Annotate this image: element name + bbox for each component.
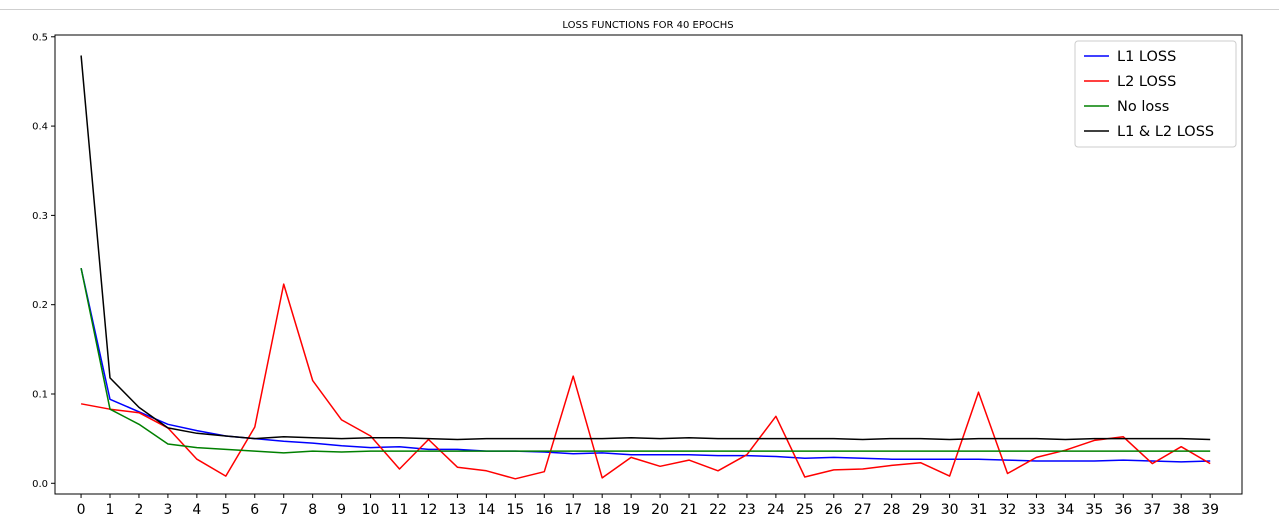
x-tick-label: 23	[738, 502, 756, 518]
x-tick-label: 18	[593, 502, 611, 518]
x-tick-label: 25	[796, 502, 814, 518]
x-tick-label: 38	[1172, 502, 1190, 518]
x-tick-label: 10	[362, 502, 380, 518]
series-line-no-loss	[80, 267, 1211, 454]
y-tick-label: 0.1	[32, 389, 48, 400]
x-tick-label: 21	[680, 502, 698, 518]
x-tick-label: 2	[134, 502, 143, 518]
x-tick-label: 1	[106, 502, 115, 518]
x-tick-label: 4	[192, 502, 201, 518]
x-tick-label: 16	[535, 502, 553, 518]
x-tick-label: 14	[477, 502, 495, 518]
y-tick-label: 0.5	[32, 32, 48, 43]
x-tick-label: 30	[941, 502, 959, 518]
x-tick-label: 11	[391, 502, 409, 518]
x-tick-label: 22	[709, 502, 727, 518]
x-tick-label: 0	[77, 502, 86, 518]
x-tick-label: 3	[163, 502, 172, 518]
x-tick-label: 20	[651, 502, 669, 518]
series-lines	[80, 55, 1211, 480]
x-tick-label: 34	[1056, 502, 1074, 518]
x-tick-label: 15	[506, 502, 524, 518]
series-line-l1-loss	[80, 267, 1211, 463]
top-border	[0, 0, 1279, 10]
chart-title: LOSS FUNCTIONS FOR 40 EPOCHS	[562, 20, 733, 31]
x-tick-label: 28	[883, 502, 901, 518]
x-tick-label: 35	[1085, 502, 1103, 518]
y-axis: 0.0 0.1 0.2 0.3 0.4 0.5	[32, 32, 55, 490]
x-tick-label: 8	[308, 502, 317, 518]
x-tick-label: 26	[825, 502, 843, 518]
legend-box	[1074, 40, 1237, 148]
y-tick-label: 0.4	[32, 122, 48, 133]
x-tick-label: 39	[1201, 502, 1219, 518]
x-tick-label: 36	[1114, 502, 1132, 518]
x-axis: 0 1 2 3 4 5 6 7 8 9 10 11 12 13 14 15 16 17 18 19 20 21 22 23 24…	[77, 494, 1219, 518]
x-tick-label: 27	[854, 502, 872, 518]
series-line-l2-loss	[80, 283, 1211, 480]
x-tick-label: 24	[767, 502, 785, 518]
x-tick-label: 19	[622, 502, 640, 518]
x-tick-label: 32	[999, 502, 1017, 518]
x-tick-label: 7	[279, 502, 288, 518]
legend-label: No loss	[1117, 99, 1169, 115]
y-tick-label: 0.0	[32, 479, 48, 490]
legend: L1 LOSS L2 LOSS No loss L1 & L2 LOSS	[1074, 40, 1237, 148]
x-tick-label: 5	[221, 502, 230, 518]
series-line-l1-l2-loss	[80, 55, 1211, 441]
x-tick-label: 12	[420, 502, 438, 518]
x-tick-label: 13	[449, 502, 467, 518]
legend-label: L1 LOSS	[1117, 49, 1176, 65]
x-tick-label: 17	[564, 502, 582, 518]
x-tick-label: 37	[1143, 502, 1161, 518]
x-tick-label: 29	[912, 502, 930, 518]
y-tick-label: 0.2	[32, 300, 48, 311]
legend-label: L2 LOSS	[1117, 74, 1176, 90]
y-tick-label: 0.3	[32, 211, 48, 222]
x-tick-label: 33	[1028, 502, 1046, 518]
x-tick-label: 31	[970, 502, 988, 518]
plot-area	[54, 34, 1243, 495]
legend-label: L1 & L2 LOSS	[1117, 124, 1214, 140]
x-tick-label: 6	[250, 502, 259, 518]
x-tick-label: 9	[337, 502, 346, 518]
